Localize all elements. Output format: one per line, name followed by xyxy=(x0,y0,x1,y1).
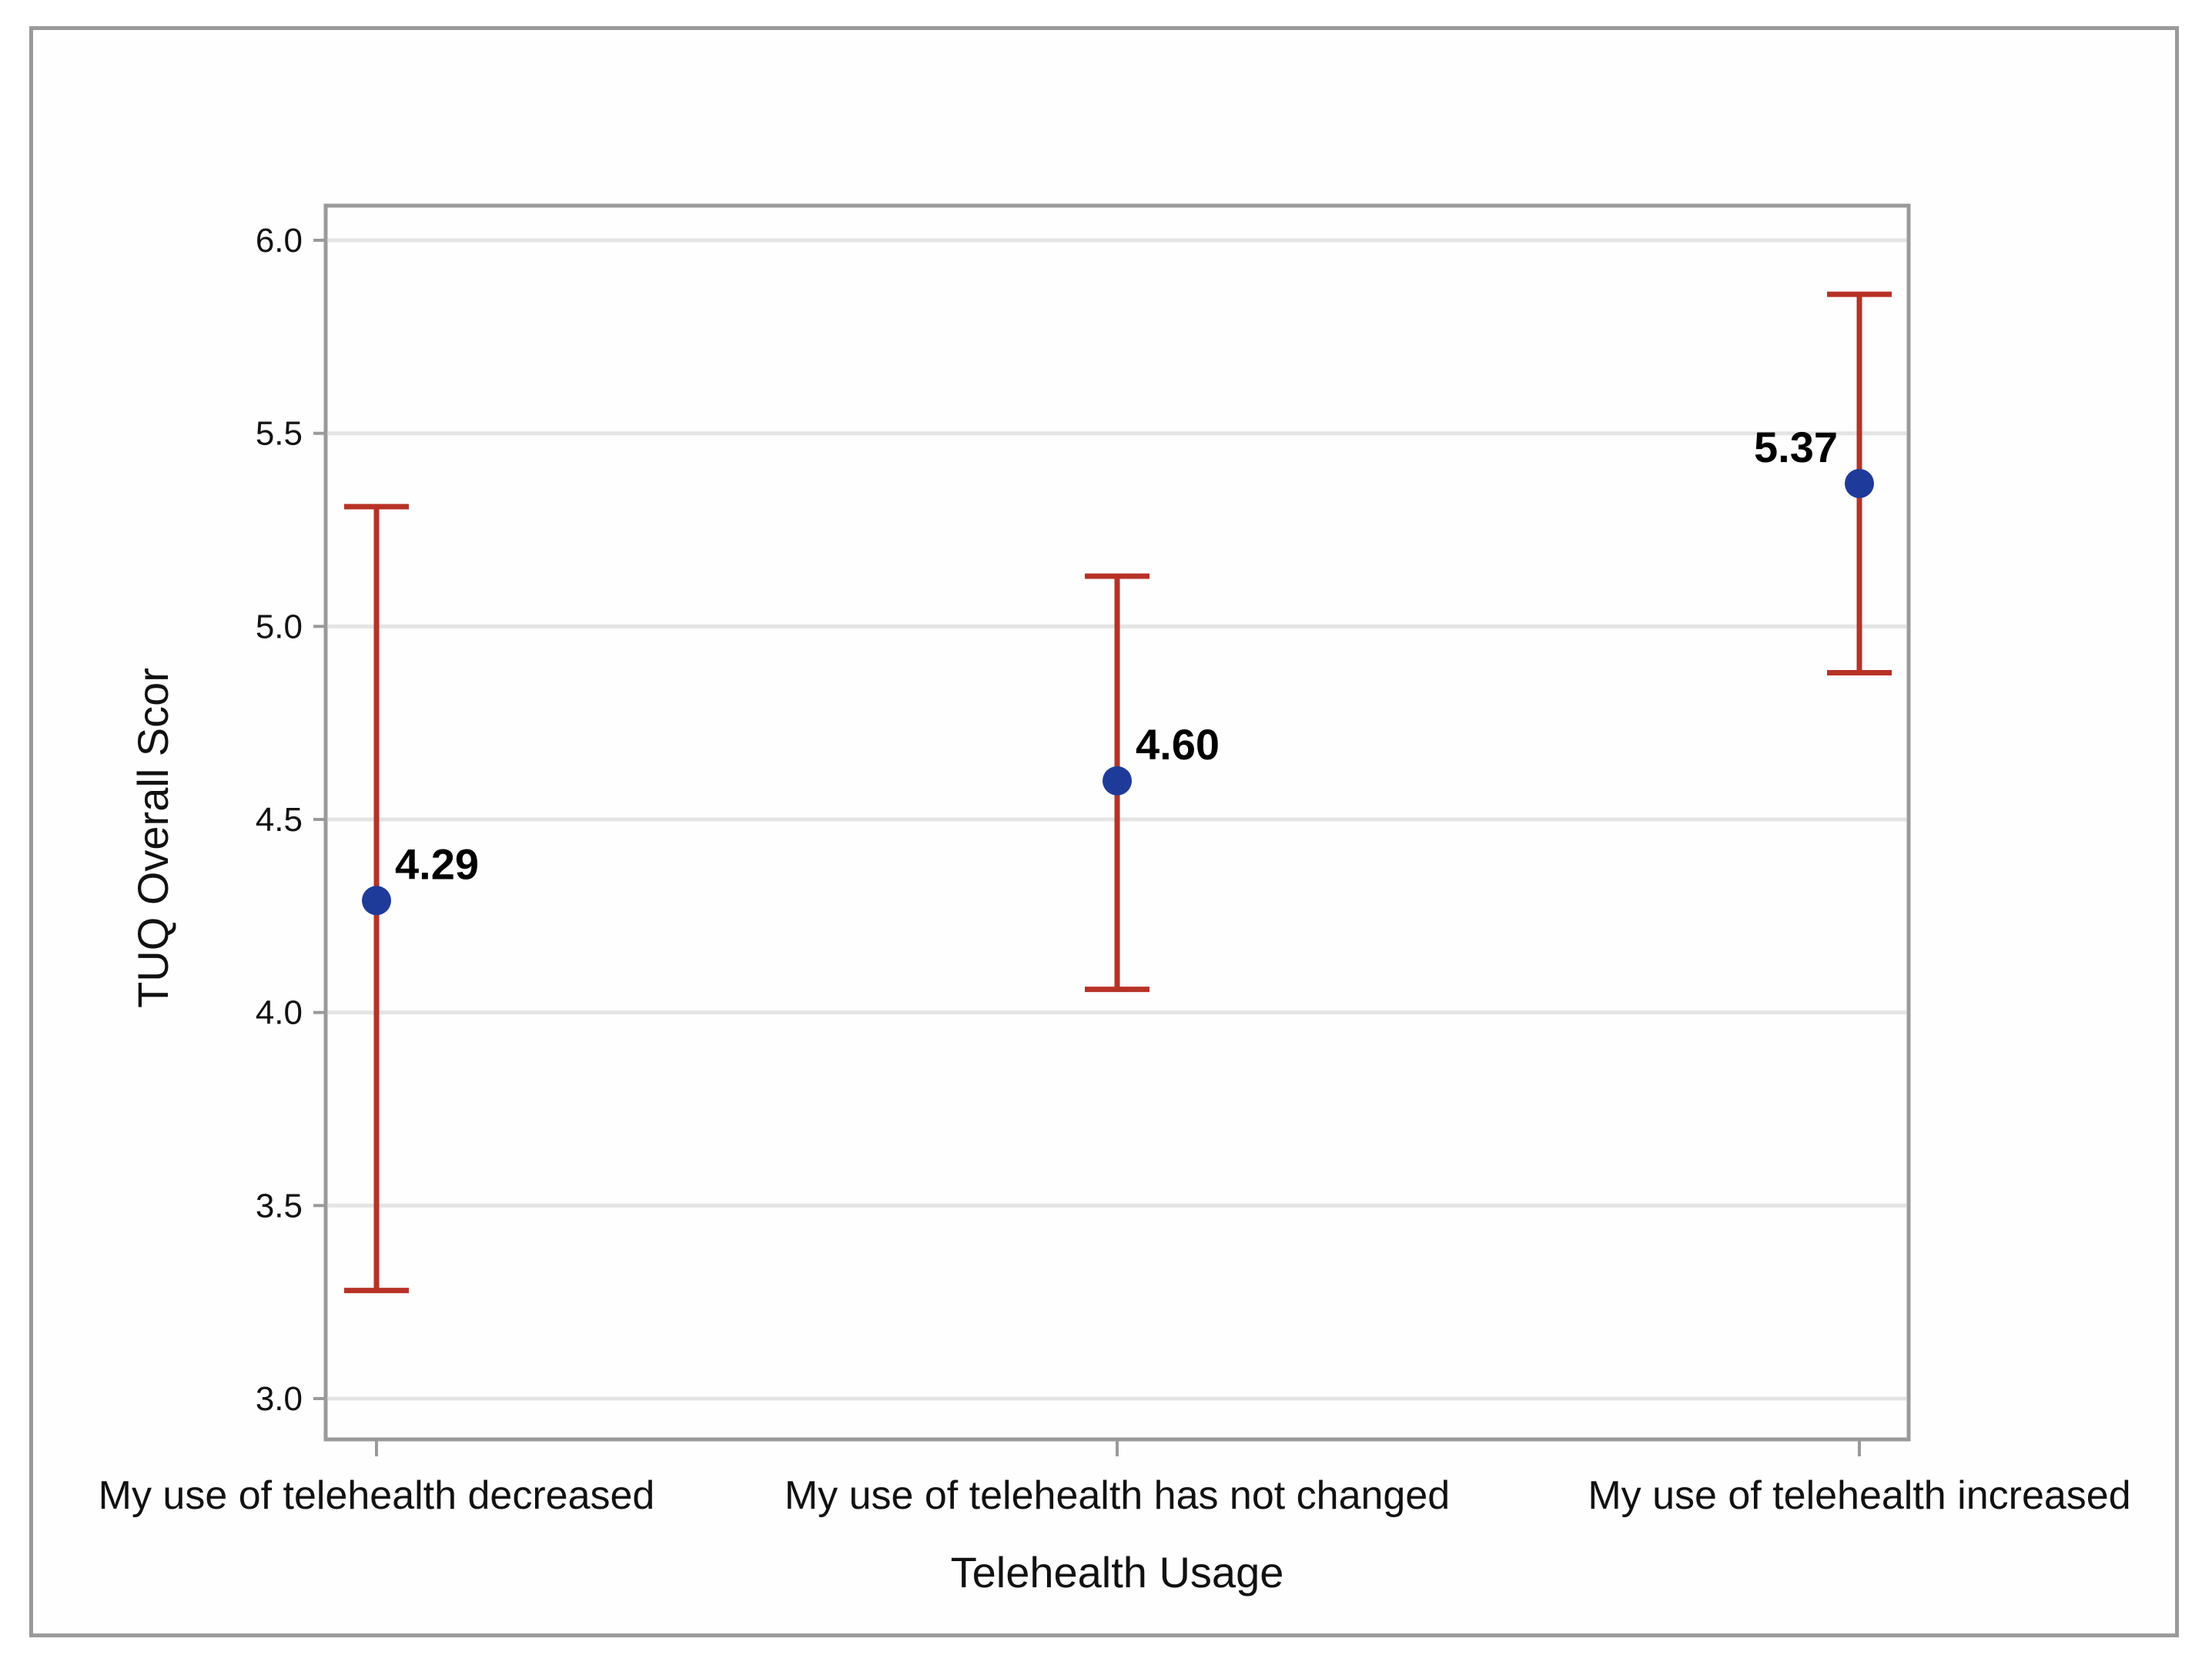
plot-area-border xyxy=(323,203,1911,1442)
y-tick-label: 6.0 xyxy=(256,222,303,260)
y-tick-label: 4.5 xyxy=(256,801,303,839)
figure-frame: 3.0 3.5 4.0 4.5 5.0 5.5 6.0 My use of teleheal… xyxy=(29,26,2179,1637)
x-axis-ticks: My use of telehealth decreased My use of … xyxy=(99,1439,2131,1518)
x-tick-label: My use of telehealth decreased xyxy=(99,1473,655,1518)
data-point xyxy=(1845,468,1874,498)
y-tick-label: 5.0 xyxy=(256,608,303,645)
y-axis-title: TUQ Overall Scor xyxy=(129,668,177,1008)
data-label: 4.29 xyxy=(395,839,479,888)
data-label: 4.60 xyxy=(1136,720,1220,769)
y-axis-ticks: 3.0 3.5 4.0 4.5 5.0 5.5 6.0 xyxy=(256,222,326,1418)
x-tick-label: My use of telehealth has not changed xyxy=(785,1473,1450,1518)
y-tick-label: 5.5 xyxy=(256,415,303,453)
y-tick-label: 3.0 xyxy=(256,1380,303,1418)
data-labels: 4.29 4.60 5.37 xyxy=(395,423,1838,888)
data-label: 5.37 xyxy=(1754,423,1838,471)
data-point xyxy=(1103,766,1132,796)
error-bar-chart: 3.0 3.5 4.0 4.5 5.0 5.5 6.0 My use of teleheal… xyxy=(99,203,2131,1597)
data-points xyxy=(362,468,1874,916)
y-tick-label: 4.0 xyxy=(256,994,303,1032)
x-axis-title: Telehealth Usage xyxy=(951,1548,1284,1597)
x-tick-label: My use of telehealth increased xyxy=(1588,1473,2130,1518)
data-point xyxy=(362,886,391,916)
y-tick-label: 3.5 xyxy=(256,1187,303,1225)
